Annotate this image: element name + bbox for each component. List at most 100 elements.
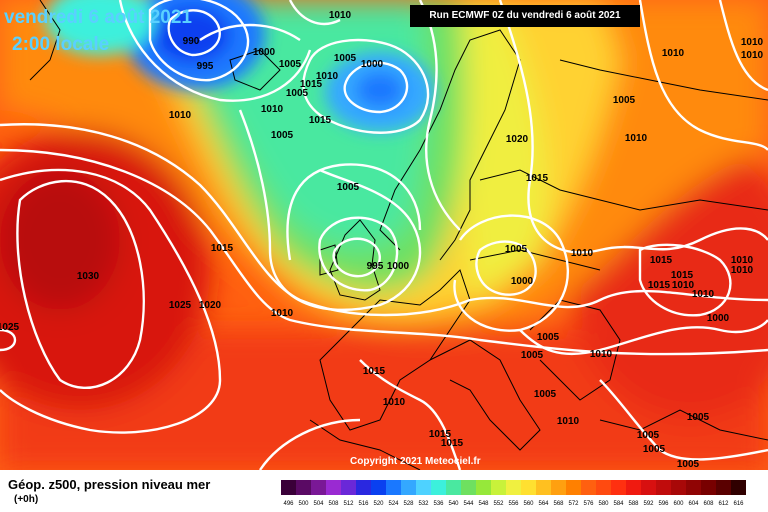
isobar-label: 1025 — [169, 300, 192, 311]
isobar-label: 1005 — [687, 412, 710, 423]
isobar-label: 1010 — [741, 50, 764, 61]
isobar-label: 1030 — [77, 271, 100, 282]
scale-tick: 504 — [313, 501, 324, 507]
scale-tick: 516 — [358, 501, 369, 507]
isobar-label: 1005 — [334, 53, 357, 64]
isobar-label: 1015 — [309, 115, 332, 126]
scale-tick: 540 — [448, 501, 459, 507]
scale-swatch — [581, 480, 596, 495]
scale-tick: 556 — [508, 501, 519, 507]
isobar-label: 1015 — [429, 429, 452, 440]
isobar-label: 1020 — [506, 134, 529, 145]
isobar-label: 1015 — [441, 438, 464, 449]
isobar-label: 1010 — [329, 10, 352, 21]
scale-swatch — [611, 480, 626, 495]
scale-swatch — [671, 480, 686, 495]
scale-tick: 512 — [343, 501, 354, 507]
isobar-label: 1010 — [741, 37, 764, 48]
isobar-label: 1025 — [0, 322, 20, 333]
isobar-label: 1005 — [643, 444, 666, 455]
scale-swatch — [626, 480, 641, 495]
isobar-label: 990 — [183, 36, 200, 47]
isobar-label: 1000 — [253, 47, 276, 58]
scale-swatch — [536, 480, 551, 495]
scale-tick: 536 — [433, 501, 444, 507]
isobar-labels: 1010 990 995 1000 1005 1015 1000 1005 10… — [0, 10, 764, 470]
isobar-label: 1015 — [648, 280, 671, 291]
scale-tick: 576 — [583, 501, 594, 507]
isobar-label: 1015 — [363, 366, 386, 377]
isobar-label: 1010 — [590, 349, 613, 360]
scale-swatch — [311, 480, 326, 495]
scale-swatch — [401, 480, 416, 495]
isobar-label: 1005 — [505, 244, 528, 255]
scale-tick: 616 — [733, 501, 744, 507]
scale-swatch — [686, 480, 701, 495]
scale-tick: 532 — [418, 501, 429, 507]
scale-swatch — [416, 480, 431, 495]
scale-swatch — [656, 480, 671, 495]
isobars — [0, 0, 768, 470]
isobar-label: 1005 — [534, 389, 557, 400]
isobar-label: 1015 — [526, 173, 549, 184]
legend-panel: Géop. z500, pression niveau mer (+0h) 49… — [0, 470, 768, 512]
scale-tick: 600 — [673, 501, 684, 507]
scale-tick: 500 — [298, 501, 309, 507]
scale-tick: 572 — [568, 501, 579, 507]
scale-swatch — [326, 480, 341, 495]
scale-swatch — [356, 480, 371, 495]
scale-tick: 560 — [523, 501, 534, 507]
isobar-label: 1005 — [637, 430, 660, 441]
scale-tick: 552 — [493, 501, 504, 507]
scale-swatch — [491, 480, 506, 495]
scale-tick: 528 — [403, 501, 414, 507]
scale-swatch — [716, 480, 731, 495]
isobar-label: 1000 — [707, 313, 730, 324]
isobar-label: 1015 — [650, 255, 673, 266]
scale-swatch — [506, 480, 521, 495]
isobar-label: 1000 — [361, 59, 384, 70]
isobar-label: 1010 — [692, 289, 715, 300]
scale-swatch — [551, 480, 566, 495]
isobar-label: 1020 — [199, 300, 222, 311]
isobar-label: 1015 — [671, 270, 694, 281]
scale-swatch — [341, 480, 356, 495]
isobar-label: 1010 — [731, 265, 754, 276]
isobar-label: 1015 — [211, 243, 234, 254]
isobar-label: 1005 — [271, 130, 294, 141]
scale-swatch — [521, 480, 536, 495]
scale-tick: 496 — [283, 501, 294, 507]
scale-swatch — [461, 480, 476, 495]
scale-swatch — [281, 480, 296, 495]
scale-swatch — [596, 480, 611, 495]
scale-tick: 580 — [598, 501, 609, 507]
isobar-label: 1005 — [677, 459, 700, 470]
isobar-label: 1005 — [537, 332, 560, 343]
scale-swatch — [446, 480, 461, 495]
scale-tick: 604 — [688, 501, 699, 507]
scale-tick: 548 — [478, 501, 489, 507]
scale-tick: 524 — [388, 501, 399, 507]
geopotential-map: 1010 990 995 1000 1005 1015 1000 1005 10… — [0, 0, 768, 470]
model-run-label: Run ECMWF 0Z du vendredi 6 août 2021 — [410, 5, 640, 27]
legend-forecast-offset: (+0h) — [14, 494, 39, 505]
scale-swatch — [701, 480, 716, 495]
scale-tick: 564 — [538, 501, 549, 507]
isobar-label: 1015 — [300, 79, 323, 90]
scale-swatch — [296, 480, 311, 495]
isobar-label: 1005 — [521, 350, 544, 361]
copyright: Copyright 2021 Meteociel.fr — [350, 456, 481, 467]
color-scale: 496 500 504 508 512 516 520 524 528 532 536 540 544 5… — [281, 480, 746, 507]
isobar-label: 1010 — [571, 248, 594, 259]
isobar-label: 1000 — [387, 261, 410, 272]
scale-swatch — [476, 480, 491, 495]
scale-tick: 520 — [373, 501, 384, 507]
scale-tick: 612 — [718, 501, 729, 507]
isobar-label: 1010 — [662, 48, 685, 59]
scale-swatch — [386, 480, 401, 495]
isobar-label: 1005 — [337, 182, 360, 193]
scale-tick: 596 — [658, 501, 669, 507]
scale-swatch — [641, 480, 656, 495]
scale-tick: 544 — [463, 501, 474, 507]
